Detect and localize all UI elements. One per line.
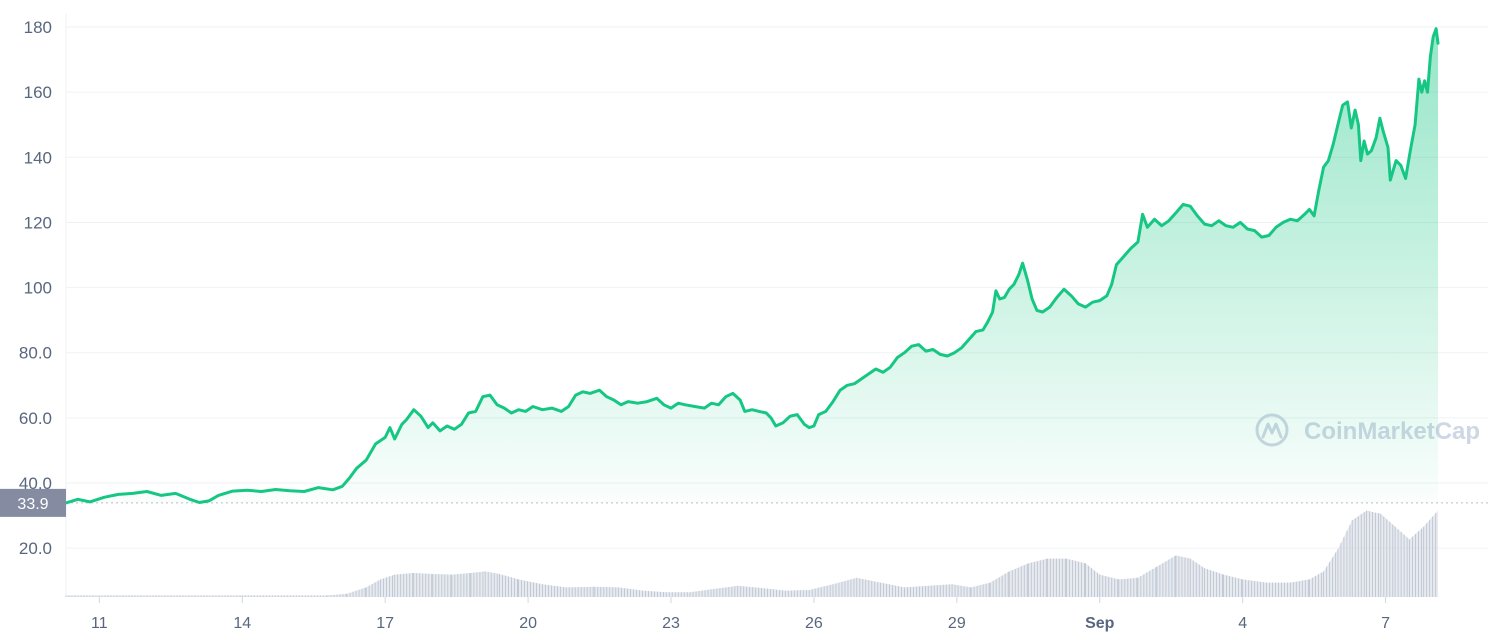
x-tick-label: 7 [1381, 615, 1390, 632]
x-tick-label: 11 [91, 615, 108, 632]
x-tick-label: 23 [662, 615, 680, 632]
volume-bars [65, 510, 1438, 597]
volume-area [66, 510, 1438, 597]
y-tick-label: 160 [24, 83, 52, 102]
x-tick-label: Sep [1085, 615, 1115, 632]
x-axis: 11 14 17 20 23 26 29 Sep 4 7 [91, 597, 1390, 632]
y-tick-label: 100 [24, 279, 52, 298]
baseline-badge-box [0, 488, 66, 517]
x-tick-label: 17 [376, 615, 394, 632]
grid-lines [65, 14, 1488, 597]
x-tick-label: 26 [805, 615, 823, 632]
y-tick-label: 40.0 [19, 474, 52, 493]
x-tick-label: 4 [1238, 615, 1247, 632]
y-tick-label: 80.0 [19, 344, 52, 363]
baseline-price-badge: 33.9 [0, 488, 66, 517]
y-tick-label: 180 [24, 18, 52, 37]
y-tick-label: 120 [24, 213, 52, 232]
x-tick-label: 14 [233, 615, 251, 632]
y-axis: 20.0 40.0 60.0 80.0 100 120 140 160 180 [19, 18, 52, 558]
price-area-fill [66, 28, 1438, 503]
x-tick-label: 29 [948, 615, 966, 632]
price-line [64, 27, 1440, 505]
x-tick-label: 20 [519, 615, 537, 632]
y-tick-label: 140 [24, 148, 52, 167]
baseline-badge-label: 33.9 [17, 496, 48, 513]
y-tick-label: 60.0 [19, 409, 52, 428]
y-tick-label: 20.0 [19, 539, 52, 558]
price-area [64, 27, 1440, 505]
